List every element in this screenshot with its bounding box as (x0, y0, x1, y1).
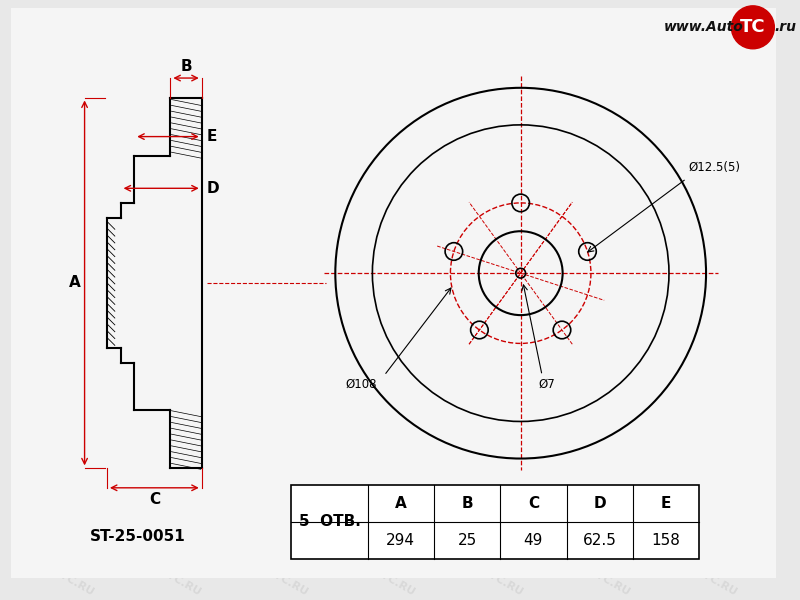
Text: AUTOTC.RU: AUTOTC.RU (565, 475, 633, 520)
Text: AUTOTC.RU: AUTOTC.RU (243, 319, 310, 364)
Text: AUTOTC.RU: AUTOTC.RU (350, 7, 418, 52)
Text: 25: 25 (458, 533, 477, 548)
Text: AUTOTC.RU: AUTOTC.RU (243, 241, 310, 286)
Text: AUTOTC.RU: AUTOTC.RU (565, 319, 633, 364)
Text: AUTOTC.RU: AUTOTC.RU (29, 241, 96, 286)
Text: TC: TC (740, 19, 766, 37)
Text: A: A (395, 496, 406, 511)
Text: AUTOTC.RU: AUTOTC.RU (243, 475, 310, 520)
Text: AUTOTC.RU: AUTOTC.RU (29, 475, 96, 520)
Text: AUTOTC.RU: AUTOTC.RU (29, 397, 96, 442)
Text: AUTOTC.RU: AUTOTC.RU (29, 7, 96, 52)
Text: AUTOTC.RU: AUTOTC.RU (136, 163, 203, 208)
Text: E: E (206, 129, 217, 144)
Text: B: B (462, 496, 473, 511)
Text: Ø108: Ø108 (345, 377, 377, 391)
Text: AUTOTC.RU: AUTOTC.RU (350, 319, 418, 364)
Text: AUTOTC.RU: AUTOTC.RU (29, 85, 96, 130)
Text: AUTOTC.RU: AUTOTC.RU (29, 553, 96, 598)
Text: AUTOTC.RU: AUTOTC.RU (458, 319, 525, 364)
Text: AUTOTC.RU: AUTOTC.RU (350, 475, 418, 520)
Text: AUTOTC.RU: AUTOTC.RU (672, 319, 740, 364)
Text: AUTOTC.RU: AUTOTC.RU (136, 553, 203, 598)
Text: C: C (149, 492, 160, 507)
Text: AUTOTC.RU: AUTOTC.RU (29, 163, 96, 208)
Text: www.Auto: www.Auto (664, 20, 744, 34)
Text: AUTOTC.RU: AUTOTC.RU (458, 163, 525, 208)
Text: AUTOTC.RU: AUTOTC.RU (350, 85, 418, 130)
Text: A: A (69, 275, 81, 290)
Text: AUTOTC.RU: AUTOTC.RU (565, 163, 633, 208)
Text: AUTOTC.RU: AUTOTC.RU (565, 7, 633, 52)
Text: 158: 158 (652, 533, 681, 548)
Text: AUTOTC.RU: AUTOTC.RU (136, 397, 203, 442)
Text: AUTOTC.RU: AUTOTC.RU (672, 397, 740, 442)
Text: B: B (180, 59, 192, 74)
Text: AUTOTC.RU: AUTOTC.RU (136, 7, 203, 52)
Text: AUTOTC.RU: AUTOTC.RU (136, 475, 203, 520)
Text: AUTOTC.RU: AUTOTC.RU (672, 7, 740, 52)
Text: AUTOTC.RU: AUTOTC.RU (672, 241, 740, 286)
Text: AUTOTC.RU: AUTOTC.RU (672, 85, 740, 130)
Text: E: E (661, 496, 671, 511)
Text: AUTOTC.RU: AUTOTC.RU (672, 553, 740, 598)
Text: AUTOTC.RU: AUTOTC.RU (672, 163, 740, 208)
Text: D: D (594, 496, 606, 511)
Text: D: D (206, 181, 219, 196)
Text: AUTOTC.RU: AUTOTC.RU (458, 85, 525, 130)
Text: 294: 294 (386, 533, 415, 548)
Text: AUTOTC.RU: AUTOTC.RU (350, 163, 418, 208)
Text: AUTOTC.RU: AUTOTC.RU (458, 241, 525, 286)
Bar (291, 485, 699, 559)
Text: ST-25-0051: ST-25-0051 (90, 529, 186, 544)
Text: AUTOTC.RU: AUTOTC.RU (458, 553, 525, 598)
Text: 5  ОТВ.: 5 ОТВ. (298, 514, 360, 529)
Text: AUTOTC.RU: AUTOTC.RU (458, 475, 525, 520)
Text: AUTOTC.RU: AUTOTC.RU (458, 7, 525, 52)
Text: AUTOTC.RU: AUTOTC.RU (672, 475, 740, 520)
Text: AUTOTC.RU: AUTOTC.RU (243, 85, 310, 130)
Circle shape (731, 6, 774, 49)
Text: 62.5: 62.5 (582, 533, 617, 548)
Text: Ø7: Ø7 (538, 377, 555, 391)
Text: AUTOTC.RU: AUTOTC.RU (350, 397, 418, 442)
Text: AUTOTC.RU: AUTOTC.RU (136, 241, 203, 286)
Text: AUTOTC.RU: AUTOTC.RU (243, 163, 310, 208)
Text: AUTOTC.RU: AUTOTC.RU (243, 7, 310, 52)
Text: AUTOTC.RU: AUTOTC.RU (243, 553, 310, 598)
Text: 49: 49 (524, 533, 543, 548)
Text: Ø12.5(5): Ø12.5(5) (689, 161, 741, 173)
Text: AUTOTC.RU: AUTOTC.RU (350, 241, 418, 286)
Text: AUTOTC.RU: AUTOTC.RU (458, 397, 525, 442)
Text: AUTOTC.RU: AUTOTC.RU (350, 553, 418, 598)
Text: AUTOTC.RU: AUTOTC.RU (29, 319, 96, 364)
Text: AUTOTC.RU: AUTOTC.RU (565, 397, 633, 442)
Text: AUTOTC.RU: AUTOTC.RU (243, 397, 310, 442)
Text: AUTOTC.RU: AUTOTC.RU (136, 319, 203, 364)
Text: .ru: .ru (774, 20, 796, 34)
Text: AUTOTC.RU: AUTOTC.RU (565, 553, 633, 598)
Text: AUTOTC.RU: AUTOTC.RU (565, 85, 633, 130)
Text: AUTOTC.RU: AUTOTC.RU (136, 85, 203, 130)
Text: AUTOTC.RU: AUTOTC.RU (565, 241, 633, 286)
Text: C: C (528, 496, 539, 511)
